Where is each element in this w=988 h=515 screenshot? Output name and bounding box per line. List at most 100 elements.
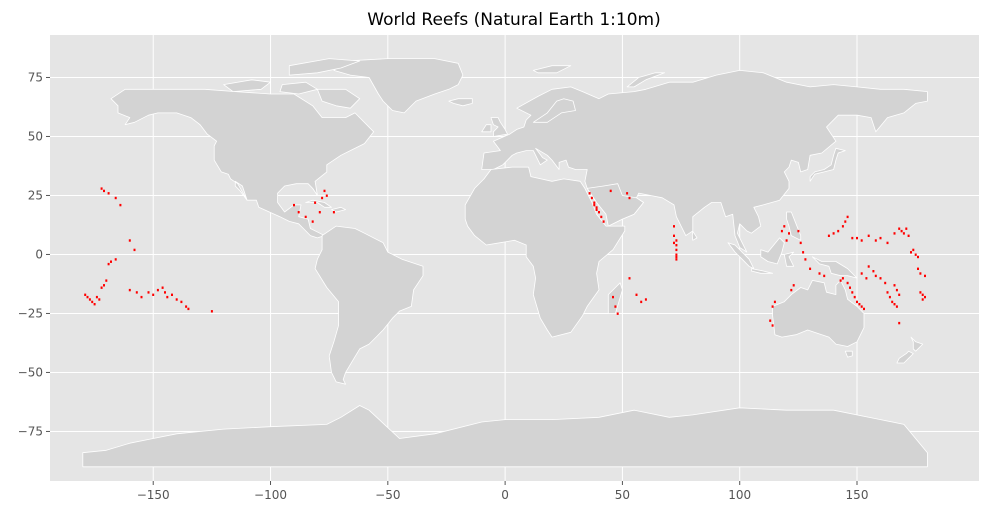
land-eurasia [481,70,928,253]
reef-58 [673,234,675,237]
land-new-zealand-south [896,350,914,364]
reef-143 [919,272,922,275]
land-canadian-arctic-d [316,88,361,109]
reef-83 [797,229,800,233]
reef-45 [588,192,591,195]
reef-33 [187,307,190,311]
land-new-guinea [812,256,858,279]
reef-61 [675,248,678,252]
reef-36 [297,211,300,214]
land-ireland [481,124,492,133]
xtick-label-5: 100 [728,488,751,502]
reef-99 [867,234,870,237]
reef-1 [86,295,89,299]
reef-131 [888,295,891,299]
reef-116 [853,295,856,299]
reef-68 [640,300,643,304]
y-axis-ticks: 75 50 25 0 −25 −50 −75 [18,70,50,438]
land-svalbard [532,65,572,74]
reef-114 [849,286,851,289]
reef-119 [860,305,863,308]
reef-138 [921,293,924,296]
land-canadian-arctic-a [279,81,318,95]
reef-4 [93,303,96,306]
reef-18 [128,239,131,242]
reef-86 [804,258,807,261]
reef-141 [921,298,924,301]
land-tasmania [844,350,853,358]
reef-66 [628,277,631,280]
reef-75 [769,319,772,322]
reef-27 [164,291,166,294]
reef-92 [837,229,840,233]
reef-126 [872,270,875,273]
reef-104 [898,227,901,230]
reef-10 [107,262,110,266]
reef-30 [175,298,178,301]
reef-21 [135,291,138,294]
xtick-label-3: 0 [501,488,509,502]
land-arabia-fill [586,183,644,227]
reef-101 [879,236,882,240]
reef-137 [893,284,896,287]
land-greenland [333,58,464,114]
reef-139 [924,295,926,299]
map-title: World Reefs (Natural Earth 1:10m) [367,10,660,30]
reef-14 [103,189,105,193]
reef-22 [140,295,143,299]
ytick-label-6: −75 [18,424,43,438]
reef-109 [910,251,912,254]
reef-54 [609,189,612,193]
reef-43 [318,211,321,214]
land-antarctica [82,405,928,468]
reef-107 [905,227,908,230]
reef-89 [823,274,826,278]
reef-144 [924,274,926,278]
land-north-america [110,88,375,239]
reef-118 [858,303,861,306]
reef-53 [593,203,596,207]
reef-91 [832,232,835,235]
ytick-label-5: −50 [18,365,43,379]
reef-128 [879,277,882,280]
reef-62 [675,253,678,256]
reef-41 [325,194,328,197]
land-sulawesi [783,251,795,267]
reef-73 [771,305,774,308]
land-java [751,268,773,274]
land-australia [772,279,865,347]
xtick-label-0: −150 [137,488,170,502]
ytick-label-2: 25 [28,188,43,202]
reef-125 [867,265,870,268]
reef-106 [902,232,905,235]
reef-31 [180,300,183,304]
reef-90 [827,234,830,237]
reef-129 [884,281,887,285]
xtick-label-1: −100 [254,488,287,502]
reef-64 [675,258,678,261]
reef-95 [846,215,849,219]
reef-17 [119,203,122,207]
reef-140 [919,291,922,294]
reef-127 [874,274,877,278]
land-sumatra [727,242,755,270]
ytick-label-4: −25 [18,306,43,320]
ytick-label-0: 75 [28,70,43,84]
reef-103 [893,232,896,235]
land-uk [490,117,508,137]
reef-123 [860,272,863,275]
reef-84 [799,241,802,245]
x-axis-ticks: −150 −100 −50 0 50 100 150 [137,481,868,502]
reef-50 [600,215,603,219]
reef-29 [171,293,173,296]
land-canadian-arctic-b [288,58,361,76]
reef-85 [802,251,805,254]
reef-110 [914,253,917,256]
reef-120 [863,307,865,311]
reef-38 [311,220,314,223]
reef-134 [895,305,898,308]
reef-124 [865,277,868,280]
reef-25 [156,288,159,292]
reef-142 [917,267,919,270]
